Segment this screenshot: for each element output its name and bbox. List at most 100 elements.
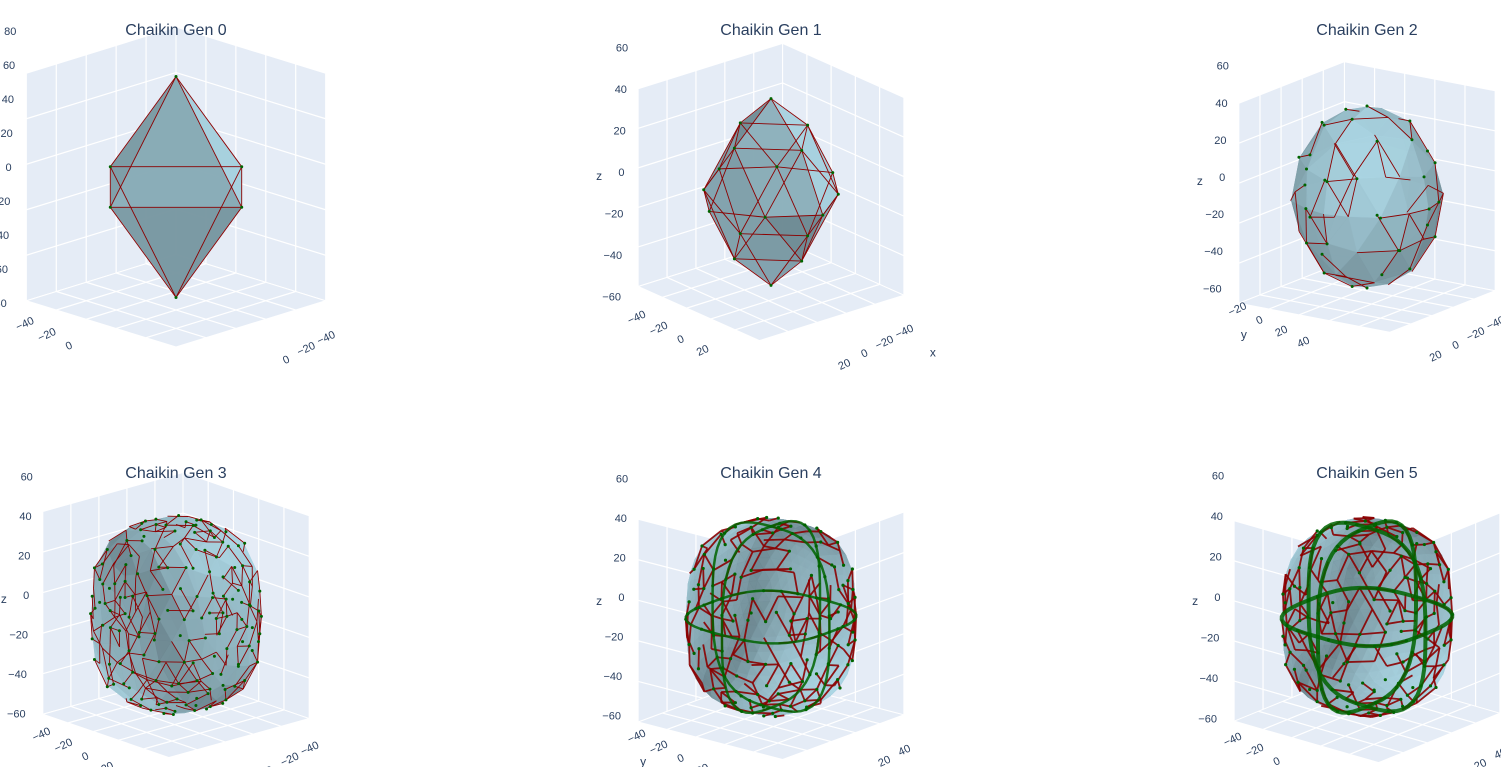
x-tick-label: −20 — [295, 340, 317, 359]
y-tick-label: 0 — [1254, 314, 1265, 327]
x-tick-label: −20 — [874, 334, 896, 353]
scene-3d[interactable]: 6040200−20−40−60z−40−20020−40−20020x — [11, 465, 341, 755]
control-point — [187, 691, 190, 694]
control-point — [841, 584, 844, 587]
control-point — [1326, 242, 1329, 245]
control-point — [200, 616, 203, 619]
control-point — [1326, 180, 1329, 183]
control-point — [208, 611, 211, 614]
scene-3d[interactable]: 806040200−20−40−60−80z−40−200−40−200 — [11, 22, 341, 312]
control-point — [837, 193, 840, 196]
z-tick-label: 0 — [618, 592, 624, 604]
y-tick-label: −20 — [648, 738, 670, 757]
z-tick-label: −60 — [602, 710, 621, 722]
control-point — [211, 596, 214, 599]
control-point — [215, 555, 218, 558]
control-point — [173, 529, 176, 532]
control-point — [756, 693, 759, 696]
subplot-gen-4[interactable]: 6040200−20−40−60z−40−2002040y40200−20−40… — [606, 465, 936, 765]
control-point — [203, 549, 206, 552]
z-tick-label: 60 — [1217, 61, 1229, 73]
subplot-gen-2[interactable]: 60 40 20 0 −20 −40 −60 z −20 0 20 40 y −40 −20 0 20 Chaik… — [1202, 22, 1501, 322]
control-point — [241, 640, 244, 643]
control-point — [248, 645, 251, 648]
scene-3d[interactable]: 6040200−20−40−60z−40−20020−40−20020x — [606, 22, 936, 312]
control-point — [91, 595, 94, 598]
y-tick-label: 20 — [695, 762, 711, 767]
control-point — [1297, 156, 1300, 159]
y-tick-label: −20 — [53, 736, 75, 755]
control-point — [819, 540, 822, 543]
control-point — [846, 579, 849, 582]
subplot-gen-0[interactable]: 806040200−20−40−60−80z−40−200−40−200Chai… — [11, 22, 341, 322]
control-point — [136, 572, 139, 575]
control-point — [128, 616, 131, 619]
control-point — [724, 559, 727, 562]
control-point — [764, 620, 767, 623]
control-point — [227, 545, 230, 548]
control-point — [164, 524, 167, 527]
control-point — [221, 541, 224, 544]
z-tick-label: 0 — [618, 167, 624, 179]
control-point — [241, 564, 244, 567]
z-axis-title: z — [1197, 174, 1203, 188]
control-point — [155, 523, 158, 526]
control-edge — [789, 634, 805, 635]
control-point — [762, 714, 765, 717]
control-point — [146, 594, 149, 597]
control-point — [258, 590, 261, 593]
control-point — [692, 568, 695, 571]
control-point — [175, 296, 178, 299]
control-point — [89, 612, 92, 615]
control-point — [93, 658, 96, 661]
control-point — [1426, 223, 1429, 226]
control-point — [688, 643, 691, 646]
y-axis-title: y — [640, 754, 646, 767]
control-point — [101, 624, 104, 627]
control-point — [109, 609, 112, 612]
control-point — [179, 543, 182, 546]
control-point — [257, 609, 260, 612]
subplot-gen-5[interactable]: 6040200−20−40−60z−40−2002040200−20−40Cha… — [1202, 465, 1501, 765]
control-point — [836, 678, 839, 681]
y-tick-label: −40 — [626, 727, 648, 746]
control-point — [764, 663, 767, 666]
control-edge — [135, 595, 136, 612]
x-axis-title: x — [930, 346, 936, 360]
control-point — [200, 518, 203, 521]
control-point — [222, 575, 225, 578]
control-point — [702, 567, 705, 570]
control-edge — [135, 578, 136, 595]
control-point — [204, 636, 207, 639]
subplot-gen-3[interactable]: 6040200−20−40−60z−40−20020−40−20020xChai… — [11, 465, 341, 765]
z-tick-label: 60 — [616, 42, 628, 54]
control-point — [703, 553, 706, 556]
control-point — [153, 639, 156, 642]
control-point — [104, 602, 107, 605]
control-point — [196, 595, 199, 598]
control-point — [251, 649, 254, 652]
scene-3d[interactable]: 6040200−20−40−60z−40−2002040y40200−20−40… — [606, 465, 936, 755]
control-point — [847, 602, 850, 605]
control-point — [1323, 124, 1326, 127]
scene-3d[interactable]: 6040200−20−40−60z−40−2002040200−20−40 — [1202, 465, 1501, 755]
control-point — [98, 578, 101, 581]
control-point — [224, 698, 227, 701]
y-tick-label: 0 — [64, 340, 75, 353]
subplot-title: Chaikin Gen 3 — [11, 465, 341, 483]
y-tick-label: −40 — [14, 315, 36, 334]
control-point — [800, 149, 803, 152]
subplot-gen-1[interactable]: 60 40 20 0 −20 −40 −60 z −40 −20 0 20 −40 −20 0 20 x Chai… — [606, 22, 936, 322]
control-point — [712, 687, 715, 690]
y-tick-label: −40 — [31, 725, 53, 744]
control-point — [718, 167, 721, 170]
control-edge — [820, 635, 821, 652]
control-point — [764, 216, 767, 219]
control-point — [836, 541, 839, 544]
control-point — [192, 567, 195, 570]
control-point — [157, 703, 160, 706]
subplot-title: Chaikin Gen 0 — [11, 22, 341, 40]
control-point — [1380, 273, 1383, 276]
z-tick-label: 20 — [1, 128, 13, 140]
scene-3d[interactable]: 6040200−20−40−60z−2002040y−40−20020 — [1202, 22, 1501, 312]
